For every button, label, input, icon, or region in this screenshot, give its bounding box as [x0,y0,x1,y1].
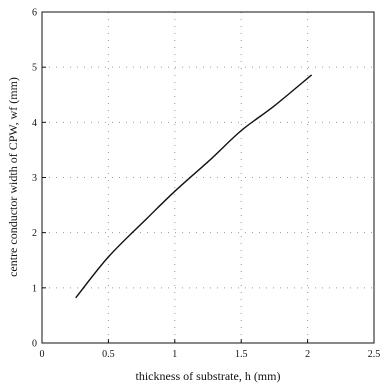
series-line-0 [75,74,313,299]
x-tick-label: 1.5 [235,349,248,360]
y-tick-label: 1 [32,283,37,294]
y-tick-label: 6 [32,8,37,19]
y-tick-label: 4 [32,118,37,129]
series-layer [75,74,313,299]
grid [42,12,374,343]
x-tick-label: 2.5 [368,349,381,360]
x-tick-label: 2 [305,349,310,360]
x-tick-label: 0 [40,349,45,360]
ticks [41,11,375,344]
y-tick-label: 3 [32,173,37,184]
y-tick-label: 5 [32,63,37,74]
y-tick-label: 2 [32,228,37,239]
x-tick-label: 1 [172,349,177,360]
x-tick-label: 0.5 [102,349,115,360]
y-tick-label: 0 [32,339,37,350]
y-axis-title: centre conductor width of CPW, wf (mm) [6,77,20,277]
tick-labels: 0 0.5 1 1.5 2 2.5 0 1 2 3 4 5 6 [32,8,380,361]
x-axis-title: thickness of substrate, h (mm) [136,369,281,383]
